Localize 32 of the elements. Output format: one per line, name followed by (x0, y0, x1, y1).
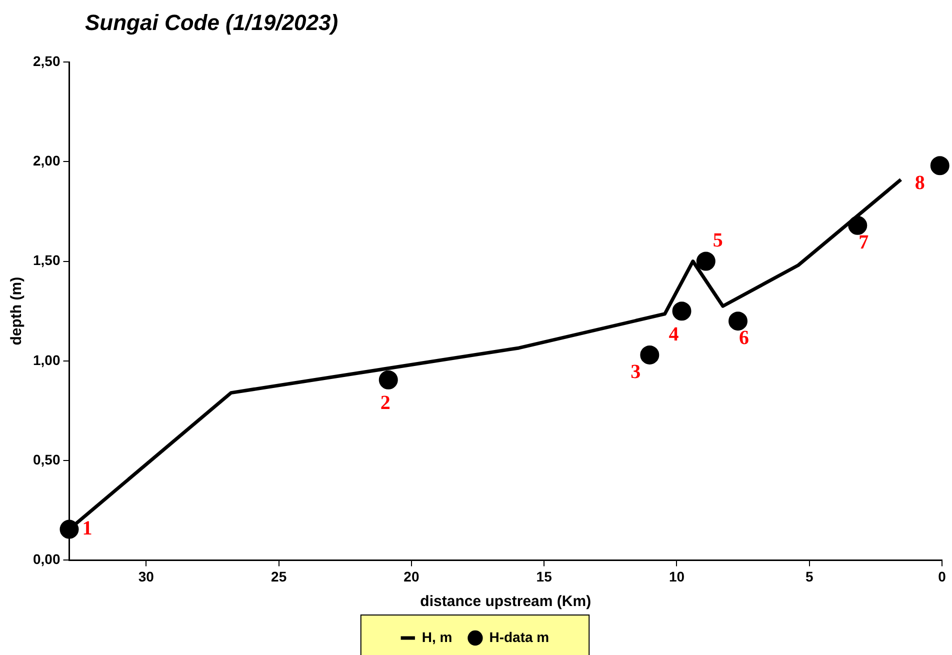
x-tick-label: 10 (668, 568, 685, 584)
point (728, 312, 748, 331)
point (378, 370, 398, 390)
annotation: 8 (914, 172, 925, 194)
x-tick-label: 25 (271, 568, 287, 584)
x-tick-label: 20 (404, 568, 420, 584)
annotation: 3 (630, 361, 641, 384)
y-tick-label: 2,50 (33, 52, 60, 69)
annotation: 5 (712, 229, 723, 252)
y-tick-label: 1,50 (33, 252, 60, 268)
point (672, 302, 692, 321)
x-tick-label: 15 (536, 568, 552, 584)
annotation: 4 (668, 323, 679, 346)
annotation: 6 (739, 327, 750, 350)
point (640, 345, 660, 364)
y-tick-label: 0,50 (33, 451, 60, 468)
x-tick-label: 0 (938, 568, 946, 584)
y-axis-title: depth (m) (8, 276, 26, 346)
legend-label: H, m (422, 628, 452, 645)
point (696, 252, 716, 271)
point (930, 156, 950, 176)
x-axis-title: distance upstream (Km) (420, 593, 592, 610)
annotation: 2 (380, 392, 390, 414)
x-tick-label: 5 (805, 568, 814, 584)
annotation: 7 (858, 232, 869, 254)
y-tick-label: 2,00 (33, 152, 60, 168)
y-tick-label: 0,00 (33, 551, 60, 568)
x-tick-label: 30 (138, 568, 154, 584)
y-tick-label: 1,00 (33, 352, 60, 368)
annotation: 1 (82, 517, 92, 540)
legend-label: H-data m (489, 628, 550, 645)
chart-title: Sungai Code (1/19/2023) (85, 10, 338, 36)
